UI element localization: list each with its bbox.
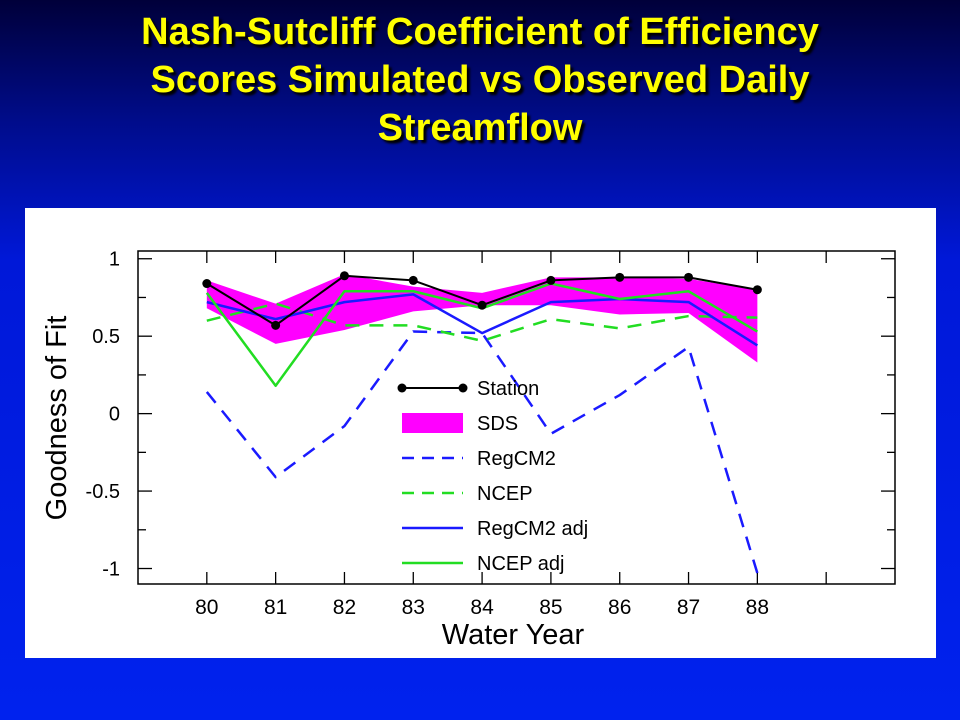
station-point	[339, 271, 349, 281]
legend-dot	[397, 383, 407, 393]
legend-label-regcm2: RegCM2	[477, 448, 556, 470]
y-tick-label: -0.5	[86, 481, 120, 503]
sds-band-layer	[206, 274, 758, 363]
station-point	[684, 272, 694, 282]
y-tick-label: 0	[109, 404, 120, 426]
legend-label-sds: SDS	[477, 413, 518, 435]
x-tick-label: 80	[195, 596, 218, 619]
station-point	[752, 285, 762, 295]
x-tick-label: 83	[402, 596, 425, 619]
x-tick-label: 84	[470, 596, 494, 619]
y-tick-label: -1	[102, 559, 120, 581]
legend-label-ncep-adj: NCEP adj	[477, 553, 564, 575]
title-line-3: Streamflow	[377, 107, 583, 149]
legend-swatch-sds	[402, 413, 463, 433]
title-line-2: Scores Simulated vs Observed Daily	[150, 59, 810, 101]
tick-labels: 1 0.5 0 -0.5 -1 80 81 82 83 84 85 86 87 88	[86, 249, 770, 619]
legend-label-station: Station	[477, 378, 539, 400]
x-axis-label: Water Year	[442, 619, 585, 651]
station-point	[408, 275, 418, 285]
x-tick-label: 87	[677, 596, 700, 619]
plot-frame	[137, 250, 896, 585]
station-point	[546, 275, 556, 285]
sds-band	[206, 274, 758, 363]
y-tick-label: 1	[109, 249, 120, 271]
y-tick-label: 0.5	[92, 326, 120, 348]
station-point	[202, 279, 212, 289]
station-point	[271, 320, 281, 330]
title-line-1: Nash-Sutcliff Coefficient of Efficiency	[141, 11, 819, 53]
series-layer	[202, 271, 762, 574]
regcm2-line	[205, 330, 759, 574]
x-tick-label: 86	[608, 596, 631, 619]
x-tick-label: 88	[746, 596, 769, 619]
axis-ticks	[138, 251, 895, 584]
station-point	[615, 272, 625, 282]
x-tick-label: 85	[539, 596, 562, 619]
regcm2-adj-line	[206, 293, 759, 347]
legend-label-ncep: NCEP	[477, 483, 533, 505]
y-axis-label: Goodness of Fit	[41, 316, 73, 521]
legend-dot	[458, 383, 468, 393]
x-tick-label: 81	[264, 596, 287, 619]
slide-title: Nash-Sutcliff Coefficient of Efficiency …	[0, 8, 960, 152]
station-point	[477, 300, 487, 310]
legend-label-regcm2-adj: RegCM2 adj	[477, 518, 588, 540]
chart-panel: 1 0.5 0 -0.5 -1 80 81 82 83 84 85 86 87 88 Station SDS…	[25, 208, 936, 658]
legend: Station SDS RegCM2 NCEP RegCM2 adj NCEP adj	[397, 378, 588, 575]
goodness-of-fit-chart: 1 0.5 0 -0.5 -1 80 81 82 83 84 85 86 87 88 Station SDS…	[41, 249, 896, 651]
x-tick-label: 82	[333, 596, 356, 619]
